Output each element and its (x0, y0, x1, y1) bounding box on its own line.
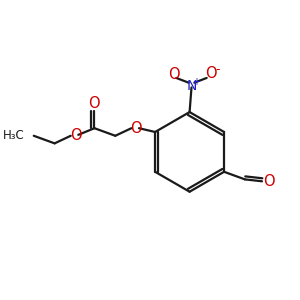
Text: O: O (70, 128, 81, 143)
Text: O: O (263, 174, 274, 189)
Text: -: - (216, 63, 220, 76)
Text: O: O (130, 121, 142, 136)
Text: +: + (192, 77, 200, 87)
Text: O: O (206, 66, 217, 81)
Text: H₃C: H₃C (2, 129, 24, 142)
Text: N: N (186, 79, 197, 92)
Text: O: O (168, 67, 179, 82)
Text: O: O (88, 96, 100, 111)
